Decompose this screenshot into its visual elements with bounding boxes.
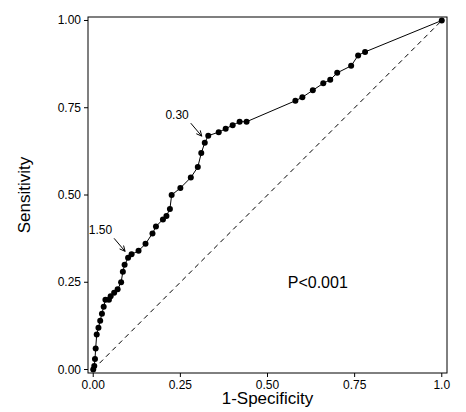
point xyxy=(143,241,149,247)
annotation: 0.30 xyxy=(165,108,189,122)
point xyxy=(92,356,98,362)
point xyxy=(327,77,333,83)
point xyxy=(348,63,354,69)
annotation: 1.50 xyxy=(89,223,113,237)
point xyxy=(115,286,121,292)
y-tick-label: 0.25 xyxy=(58,275,82,289)
y-tick-label: 1.00 xyxy=(58,13,82,27)
point xyxy=(299,94,305,100)
annotation-arrow xyxy=(191,123,202,136)
point xyxy=(355,52,361,58)
y-tick xyxy=(84,20,88,21)
x-tick-label: 1.0 xyxy=(433,378,450,392)
x-tick xyxy=(441,373,442,377)
x-tick xyxy=(93,373,94,377)
series-line xyxy=(93,20,442,369)
point xyxy=(310,87,316,93)
point xyxy=(237,119,243,125)
y-tick xyxy=(84,369,88,370)
plot-data xyxy=(90,17,445,372)
y-tick xyxy=(84,282,88,283)
point xyxy=(122,262,128,268)
y-tick-label: 0.00 xyxy=(58,363,82,377)
x-tick xyxy=(180,373,181,377)
point xyxy=(223,126,229,132)
point xyxy=(202,140,208,146)
point xyxy=(230,122,236,128)
x-tick xyxy=(267,373,268,377)
point xyxy=(97,318,103,324)
point xyxy=(153,223,159,229)
chart: 0.000.250.500.751.00.000.250.500.751.001… xyxy=(0,0,466,412)
point xyxy=(188,175,194,181)
annotation-arrowhead xyxy=(120,246,125,252)
point xyxy=(99,311,105,317)
point xyxy=(216,129,222,135)
point xyxy=(320,80,326,86)
series-line xyxy=(93,20,442,369)
point xyxy=(163,213,169,219)
point xyxy=(169,192,175,198)
y-tick-label: 0.75 xyxy=(58,101,82,115)
x-tick-label: 0.25 xyxy=(169,378,193,392)
point xyxy=(198,150,204,156)
point xyxy=(195,164,201,170)
y-tick-label: 0.50 xyxy=(58,188,82,202)
point xyxy=(167,206,173,212)
point xyxy=(93,346,99,352)
point xyxy=(120,269,126,275)
point xyxy=(334,70,340,76)
point xyxy=(136,248,142,254)
point xyxy=(292,98,298,104)
point xyxy=(205,133,211,139)
x-axis-label: 1-Specificity xyxy=(222,389,314,408)
point xyxy=(101,304,107,310)
point xyxy=(94,332,100,338)
point xyxy=(129,251,135,257)
point xyxy=(177,185,183,191)
annotation-arrow xyxy=(114,238,125,251)
point xyxy=(118,279,124,285)
point xyxy=(95,325,101,331)
point xyxy=(362,49,368,55)
p-value: P<0.001 xyxy=(288,274,348,291)
x-tick-label: 0.75 xyxy=(343,378,367,392)
point xyxy=(244,119,250,125)
x-tick xyxy=(354,373,355,377)
y-tick xyxy=(84,195,88,196)
plot-frame xyxy=(88,17,447,373)
y-axis-label: Sensitivity xyxy=(15,156,34,233)
point xyxy=(149,230,155,236)
annotation-arrowhead xyxy=(196,130,201,136)
y-tick xyxy=(84,107,88,108)
x-tick-label: 0.00 xyxy=(82,378,106,392)
